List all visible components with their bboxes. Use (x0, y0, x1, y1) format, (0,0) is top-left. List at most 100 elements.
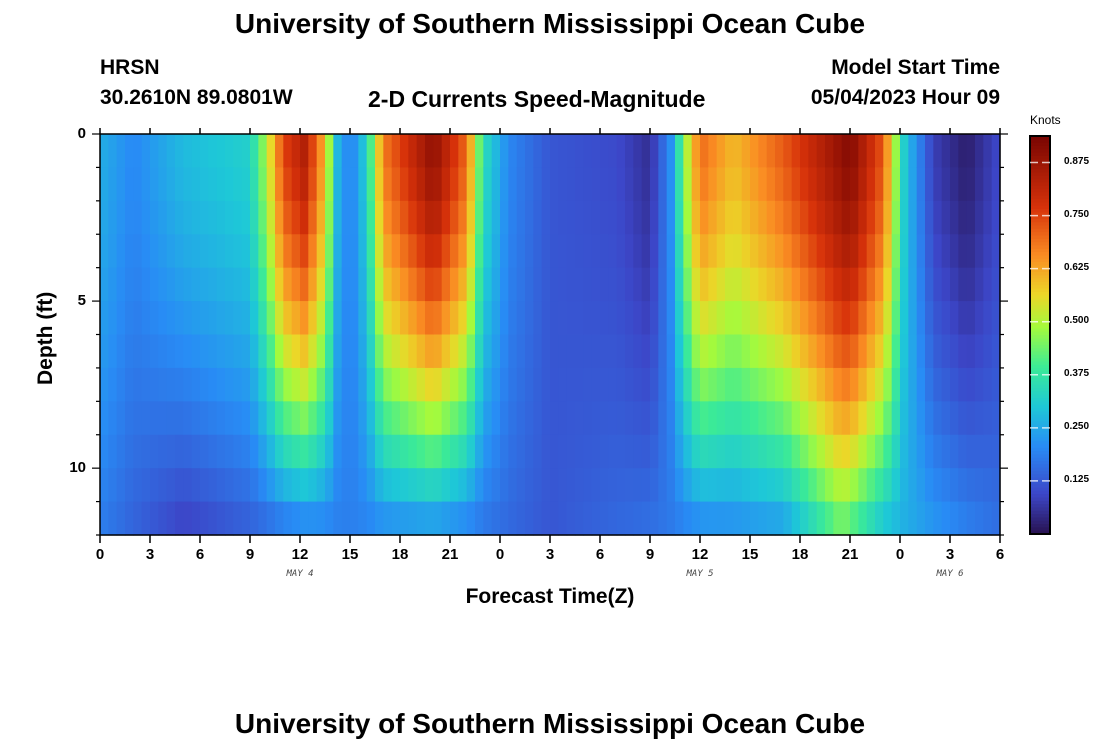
heatmap-cell (850, 501, 859, 536)
heatmap-cell (958, 434, 968, 469)
heatmap-cell (466, 301, 476, 336)
heatmap-cell (800, 234, 809, 269)
heatmap-cell (141, 167, 151, 202)
heatmap-cell (758, 334, 768, 369)
heatmap-cell (883, 334, 893, 369)
heatmap-cell (625, 501, 634, 536)
heatmap-cell (458, 334, 468, 369)
heatmap-cell (733, 134, 743, 169)
heatmap-cell (850, 167, 859, 202)
heatmap-cell (133, 167, 143, 202)
heatmap-cell (125, 468, 134, 503)
heatmap-cell (558, 134, 568, 169)
heatmap-cell (666, 401, 676, 436)
heatmap-cell (183, 234, 193, 269)
heatmap-cell (575, 334, 584, 369)
heatmap-cell (416, 501, 426, 536)
heatmap-cell (391, 134, 401, 169)
heatmap-cell (558, 434, 568, 469)
heatmap-cell (550, 501, 559, 536)
colorbar-tick-label: 0.250 (1064, 420, 1090, 432)
heatmap-cell (616, 134, 626, 169)
heatmap-cell (650, 468, 659, 503)
colorbar-cell (1030, 315, 1050, 320)
heatmap-cell (400, 334, 409, 369)
heatmap-cell (791, 234, 801, 269)
heatmap-cell (458, 234, 468, 269)
heatmap-cell (683, 234, 693, 269)
heatmap-cell (350, 334, 359, 369)
colorbar-cell (1030, 354, 1050, 359)
heatmap-cell (925, 434, 934, 469)
heatmap-cell (475, 434, 484, 469)
heatmap-cell (166, 301, 176, 336)
heatmap-cell (466, 468, 476, 503)
x-tick-label: 3 (945, 546, 955, 563)
heatmap-cell (833, 367, 843, 402)
heatmap-cell (150, 401, 159, 436)
heatmap-cell (250, 401, 259, 436)
heatmap-cell (808, 134, 818, 169)
heatmap-cell (683, 134, 693, 169)
heatmap-cell (683, 367, 693, 402)
heatmap-cell (300, 267, 309, 302)
heatmap-cell (700, 134, 709, 169)
heatmap-cell (658, 167, 668, 202)
heatmap-cell (925, 267, 934, 302)
heatmap-cell (225, 401, 234, 436)
heatmap-cell (541, 301, 551, 336)
heatmap-cell (691, 167, 701, 202)
colorbar-cell (1030, 470, 1050, 475)
heatmap-cell (575, 200, 584, 235)
heatmap-cell (916, 267, 926, 302)
heatmap-cell (991, 200, 1001, 235)
colorbar-cell (1030, 524, 1050, 528)
heatmap-cell (325, 367, 334, 402)
heatmap-cell (308, 501, 318, 536)
heatmap-cell (450, 367, 459, 402)
y-axis-label: Depth (ft) (34, 291, 57, 385)
heatmap-cell (716, 501, 726, 536)
heatmap-cell (358, 200, 368, 235)
heatmap-cell (591, 501, 601, 536)
heatmap-cell (800, 200, 809, 235)
heatmap-cell (566, 134, 576, 169)
heatmap-cell (775, 267, 784, 302)
heatmap-cell (308, 200, 318, 235)
heatmap-cell (608, 401, 618, 436)
heatmap-cell (266, 501, 276, 536)
heatmap-cell (775, 434, 784, 469)
heatmap-cell (408, 468, 418, 503)
heatmap-cell (891, 200, 901, 235)
heatmap-cell (333, 468, 343, 503)
heatmap-cell (141, 134, 151, 169)
heatmap-cell (658, 234, 668, 269)
heatmap-cell (858, 134, 868, 169)
heatmap-cell (958, 334, 968, 369)
heatmap-cell (333, 267, 343, 302)
heatmap-cell (666, 301, 676, 336)
heatmap-cell (158, 301, 168, 336)
heatmap-cell (766, 401, 776, 436)
heatmap-cell (183, 167, 193, 202)
heatmap-cell (658, 134, 668, 169)
heatmap-cell (358, 134, 368, 169)
heatmap-cell (100, 367, 109, 402)
heatmap-cell (741, 134, 751, 169)
heatmap-cell (858, 468, 868, 503)
heatmap-cell (983, 134, 993, 169)
colorbar-cell (1030, 235, 1050, 240)
heatmap-cell (700, 434, 709, 469)
heatmap-cell (716, 434, 726, 469)
heatmap-cell (316, 401, 326, 436)
heatmap-cell (208, 367, 218, 402)
heatmap-cell (708, 200, 718, 235)
heatmap-cell (958, 501, 968, 536)
heatmap-cell (491, 234, 501, 269)
heatmap-cell (175, 134, 184, 169)
heatmap-cell (708, 468, 718, 503)
heatmap-cell (600, 501, 609, 536)
heatmap-cell (766, 301, 776, 336)
heatmap-cell (575, 367, 584, 402)
heatmap-cell (450, 234, 459, 269)
